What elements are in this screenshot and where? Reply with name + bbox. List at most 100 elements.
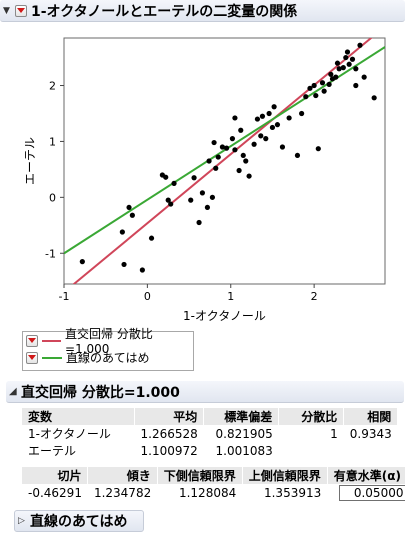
data-point — [129, 212, 135, 218]
legend-label: 直交回帰 分散比=1.000 — [65, 327, 153, 356]
data-point — [196, 219, 202, 226]
chart-legend: 直交回帰 分散比=1.000 直線のあてはめ — [22, 327, 194, 371]
legend-swatch-green — [42, 356, 62, 359]
data-point — [204, 204, 211, 211]
data-point — [346, 61, 352, 67]
data-point — [334, 60, 341, 66]
data-point — [223, 145, 230, 151]
cell: 1.266528 — [140, 426, 198, 441]
cell: 1-オクタノール — [28, 427, 111, 441]
y-tick-label: 2 — [49, 80, 56, 93]
data-point — [209, 194, 216, 200]
section-title: 直線のあてはめ — [30, 514, 128, 530]
data-point — [303, 94, 309, 100]
data-point — [361, 74, 367, 80]
data-point — [259, 113, 266, 119]
report-title: 1-オクタノールとエーテルの二変量の関係 — [31, 3, 298, 20]
cell: エーテル — [28, 444, 77, 458]
data-point — [266, 110, 272, 117]
data-point — [139, 267, 145, 273]
y-tick-label: 1 — [49, 135, 56, 148]
report-header[interactable]: ▼ 1-オクタノールとエーテルの二変量の関係 — [0, 0, 405, 22]
col-header: 下側信頼限界 — [157, 467, 243, 484]
data-point — [119, 229, 125, 235]
linear-fit-section-header[interactable]: ▷ 直線のあてはめ — [14, 510, 144, 532]
alpha-input[interactable]: 0.05000 — [339, 484, 405, 501]
data-point — [371, 95, 377, 101]
red-triangle-menu-icon[interactable] — [26, 351, 38, 364]
data-point — [168, 201, 174, 207]
cell: 1.234782 — [93, 485, 152, 500]
data-point — [148, 235, 155, 241]
data-point — [333, 74, 339, 80]
cell — [279, 442, 344, 459]
orthogonal-section-header[interactable]: ◢ 直交回帰 分散比=1.000 — [6, 381, 404, 403]
cell: 0.9343 — [349, 426, 392, 441]
data-point — [211, 139, 217, 146]
data-point — [165, 197, 171, 203]
data-point — [286, 115, 292, 121]
data-point — [238, 127, 244, 133]
fit-lines — [64, 38, 385, 284]
x-tick-label: 0 — [144, 290, 151, 303]
legend-item-orthogonal[interactable]: 直交回帰 分散比=1.000 — [23, 327, 193, 356]
y-tick-label: 0 — [49, 191, 56, 204]
data-point — [246, 173, 252, 179]
legend-item-linear-fit[interactable]: 直線のあてはめ — [23, 349, 193, 366]
estimates-table: 切片 傾き 下側信頼限界 上側信頼限界 有意水準(α) -0.46291 1.2… — [22, 467, 405, 501]
bivariate-chart: -1 0 1 2 -1 0 1 2 1-オクタノール エーテル — [23, 37, 386, 323]
cell: 0.821905 — [215, 426, 273, 441]
red-triangle-menu-icon[interactable] — [26, 334, 38, 347]
y-tick-label: -1 — [45, 247, 56, 260]
variables-table: 変数 平均 標準偏差 分散比 相関 1-オクタノール 1.266528 0.82… — [22, 408, 399, 459]
data-point — [199, 190, 206, 196]
data-point — [79, 259, 85, 265]
table-header-row: 変数 平均 標準偏差 分散比 相関 — [22, 408, 399, 425]
data-point — [269, 124, 276, 131]
col-header: 変数 — [22, 408, 135, 425]
red-triangle-menu-icon[interactable] — [15, 4, 27, 17]
data-point — [279, 144, 286, 150]
data-point — [171, 180, 177, 186]
data-point — [232, 147, 238, 153]
data-point — [254, 116, 261, 122]
orthogonal-fit-line — [72, 38, 373, 284]
cell — [344, 442, 398, 459]
data-point — [121, 261, 127, 268]
data-point — [353, 66, 359, 72]
data-point — [357, 42, 363, 48]
data-point — [321, 88, 327, 94]
data-point — [271, 104, 277, 110]
data-point — [319, 80, 326, 86]
data-point — [188, 197, 194, 203]
cell: -0.46291 — [28, 485, 82, 500]
data-point — [340, 65, 346, 71]
collapse-triangle-icon[interactable]: ▼ — [3, 5, 10, 16]
data-point — [315, 146, 321, 152]
legend-label: 直線のあてはめ — [66, 351, 150, 365]
data-point — [240, 152, 246, 159]
col-header: 平均 — [134, 408, 205, 425]
data-point — [294, 152, 301, 159]
linear-fit-line — [64, 46, 385, 255]
data-point — [126, 204, 132, 211]
data-point — [274, 122, 281, 128]
data-point — [243, 158, 249, 164]
data-point — [313, 92, 319, 99]
data-point — [299, 110, 305, 117]
table-row: 1-オクタノール 1.266528 0.821905 1 0.9343 — [22, 425, 398, 442]
data-point — [206, 158, 212, 164]
x-tick-label: 1 — [227, 290, 234, 303]
cell: 1.001083 — [215, 443, 273, 458]
collapse-triangle-icon[interactable]: ◢ — [9, 386, 17, 397]
data-point — [215, 154, 221, 160]
data-point — [232, 115, 238, 121]
data-point — [163, 174, 169, 180]
col-header: 上側信頼限界 — [242, 467, 328, 484]
col-header: 有意水準(α) — [327, 467, 405, 484]
data-point — [353, 82, 359, 89]
col-header: 傾き — [87, 467, 158, 484]
cell: 1.353913 — [263, 485, 322, 500]
expand-triangle-icon[interactable]: ▷ — [18, 516, 25, 526]
data-point — [219, 144, 226, 150]
